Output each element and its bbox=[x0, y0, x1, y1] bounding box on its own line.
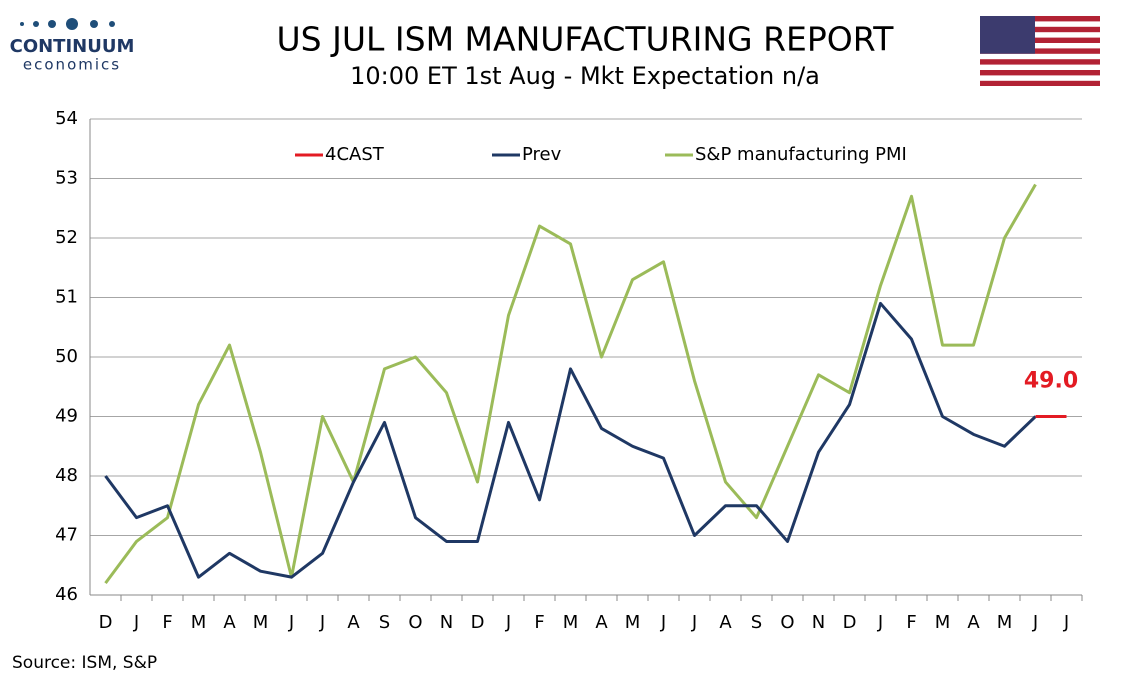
x-tick-label: J bbox=[1032, 612, 1038, 633]
logo-dot bbox=[90, 20, 98, 28]
x-tick-label: N bbox=[440, 612, 453, 633]
y-tick-label: 51 bbox=[55, 287, 78, 308]
y-tick-label: 47 bbox=[55, 525, 78, 546]
x-tick-label: J bbox=[505, 612, 511, 633]
flag-canton bbox=[980, 16, 1035, 54]
flag-stripe bbox=[980, 75, 1100, 81]
x-tick-label: J bbox=[660, 612, 666, 633]
y-tick-label: 53 bbox=[55, 168, 78, 189]
y-tick-label: 46 bbox=[55, 584, 78, 605]
logo-dot bbox=[20, 22, 24, 26]
legend-label: Prev bbox=[522, 144, 562, 165]
brand-tagline: economics bbox=[23, 56, 121, 74]
x-tick-label: N bbox=[812, 612, 825, 633]
x-tick-label: F bbox=[534, 612, 544, 633]
y-tick-label: 50 bbox=[55, 346, 78, 367]
x-tick-label: S bbox=[751, 612, 762, 633]
y-tick-label: 54 bbox=[55, 108, 78, 129]
x-tick-label: J bbox=[319, 612, 325, 633]
x-tick-label: O bbox=[780, 612, 794, 633]
x-tick-label: S bbox=[379, 612, 390, 633]
x-tick-label: J bbox=[691, 612, 697, 633]
flag-stripe bbox=[980, 43, 1100, 49]
series-line bbox=[104, 183, 1037, 584]
chart-subtitle: 10:00 ET 1st Aug - Mkt Expectation n/a bbox=[350, 62, 820, 90]
x-tick-label: O bbox=[408, 612, 422, 633]
chart-title: US JUL ISM MANUFACTURING REPORT bbox=[277, 20, 895, 59]
x-tick-label: A bbox=[595, 612, 608, 633]
x-tick-label: M bbox=[625, 612, 641, 633]
x-tick-label: D bbox=[99, 612, 113, 633]
logo-dot bbox=[48, 20, 56, 28]
flag-stripe bbox=[980, 64, 1100, 70]
x-tick-label: J bbox=[288, 612, 294, 633]
logo-dot bbox=[109, 21, 115, 27]
x-tick-label: M bbox=[935, 612, 951, 633]
legend-label: 4CAST bbox=[325, 144, 385, 165]
x-tick-label: M bbox=[563, 612, 579, 633]
flag bbox=[980, 16, 1100, 86]
flag-stripe bbox=[980, 53, 1100, 60]
logo-dot bbox=[66, 18, 78, 30]
series-line bbox=[104, 301, 1037, 579]
x-tick-label: A bbox=[347, 612, 360, 633]
x-tick-label: J bbox=[1063, 612, 1069, 633]
x-tick-label: A bbox=[967, 612, 980, 633]
x-tick-label: J bbox=[133, 612, 139, 633]
x-tick-label: A bbox=[719, 612, 732, 633]
x-tick-label: F bbox=[162, 612, 172, 633]
x-tick-label: A bbox=[223, 612, 236, 633]
y-tick-label: 49 bbox=[55, 406, 78, 427]
x-tick-label: M bbox=[997, 612, 1013, 633]
legend-label: S&P manufacturing PMI bbox=[695, 144, 907, 165]
y-tick-label: 52 bbox=[55, 227, 78, 248]
data-label: 49.0 bbox=[1024, 369, 1078, 394]
x-tick-label: F bbox=[906, 612, 916, 633]
x-tick-label: M bbox=[253, 612, 269, 633]
x-tick-label: J bbox=[877, 612, 883, 633]
source-note: Source: ISM, S&P bbox=[12, 653, 157, 673]
x-tick-label: D bbox=[471, 612, 485, 633]
x-tick-label: M bbox=[191, 612, 207, 633]
logo-dot bbox=[33, 21, 39, 27]
x-tick-label: D bbox=[843, 612, 857, 633]
flag-stripe bbox=[980, 21, 1100, 27]
logo: CONTINUUM economics bbox=[10, 18, 135, 74]
y-tick-label: 48 bbox=[55, 465, 78, 486]
flag-stripe bbox=[980, 32, 1100, 38]
brand-name: CONTINUUM bbox=[10, 36, 135, 57]
